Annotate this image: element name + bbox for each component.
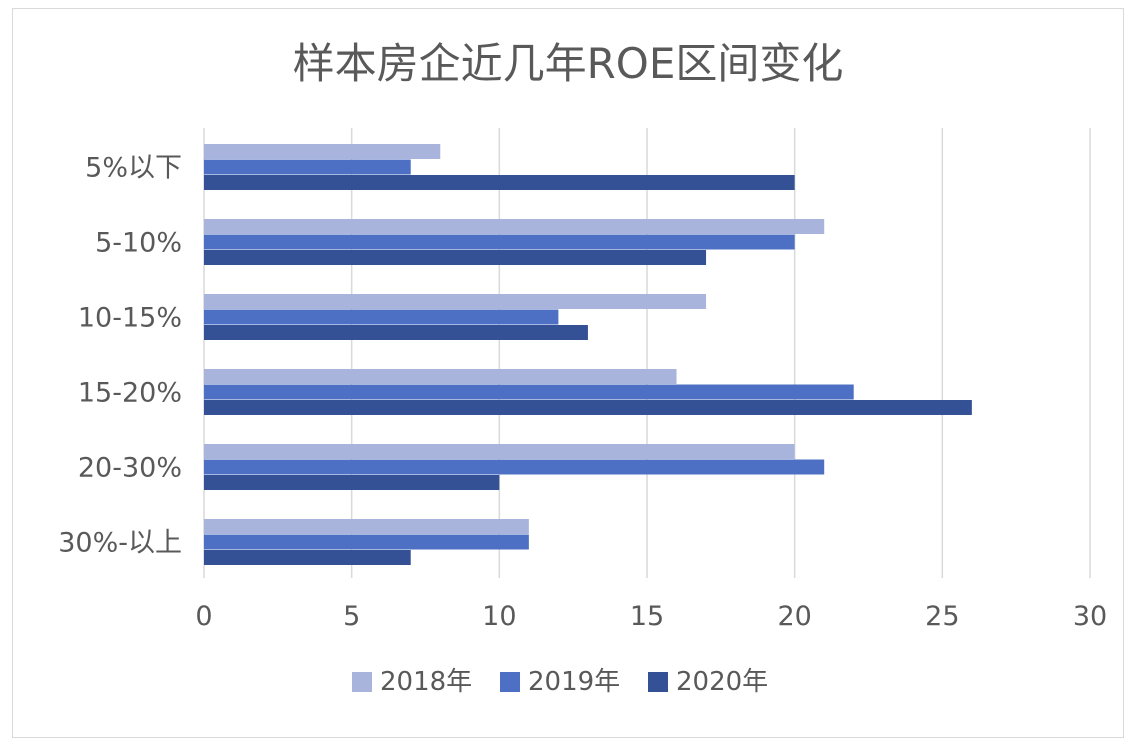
- bar: [204, 475, 500, 490]
- bar: [204, 144, 441, 159]
- legend-swatch: [500, 672, 520, 692]
- legend-swatch: [648, 672, 668, 692]
- bar: [204, 309, 559, 325]
- bar: [204, 234, 795, 250]
- chart-title: 样本房企近几年ROE区间变化: [293, 39, 844, 88]
- x-tick-label: 15: [630, 601, 664, 632]
- x-tick-labels: 0 5 10 15 20 25 30: [195, 601, 1107, 632]
- legend-label: 2018年: [380, 667, 472, 697]
- bar: [204, 369, 677, 384]
- category-label: 30%-以上: [58, 527, 182, 558]
- category-label: 10-15%: [78, 302, 182, 333]
- bar: [204, 219, 825, 234]
- legend-swatch: [352, 672, 372, 692]
- bar: [204, 175, 795, 190]
- gridlines: [203, 128, 1091, 578]
- legend-label: 2019年: [528, 667, 620, 697]
- bar: [204, 400, 972, 415]
- category-label: 15-20%: [78, 377, 182, 408]
- bar: [204, 534, 529, 550]
- x-tick-label: 0: [195, 601, 212, 632]
- category-label: 20-30%: [78, 452, 182, 483]
- bars: [204, 144, 972, 565]
- bar: [204, 294, 707, 309]
- legend-label: 2020年: [676, 667, 768, 697]
- x-tick-label: 5: [343, 601, 360, 632]
- x-tick-label: 10: [482, 601, 516, 632]
- category-label: 5-10%: [95, 227, 182, 258]
- x-tick-label: 20: [777, 601, 811, 632]
- bar: [204, 459, 825, 475]
- bar: [204, 250, 707, 265]
- x-tick-label: 25: [925, 601, 959, 632]
- bar: [204, 159, 411, 175]
- legend: 2018年 2019年 2020年: [352, 667, 768, 697]
- bar: [204, 384, 854, 400]
- category-label: 5%以下: [85, 152, 182, 183]
- bar: [204, 325, 588, 340]
- category-labels: 5%以下 5-10% 10-15% 15-20% 20-30% 30%-以上: [58, 152, 182, 558]
- bar: [204, 519, 529, 534]
- bar: [204, 550, 411, 565]
- x-tick-label: 30: [1073, 601, 1107, 632]
- bar: [204, 444, 795, 459]
